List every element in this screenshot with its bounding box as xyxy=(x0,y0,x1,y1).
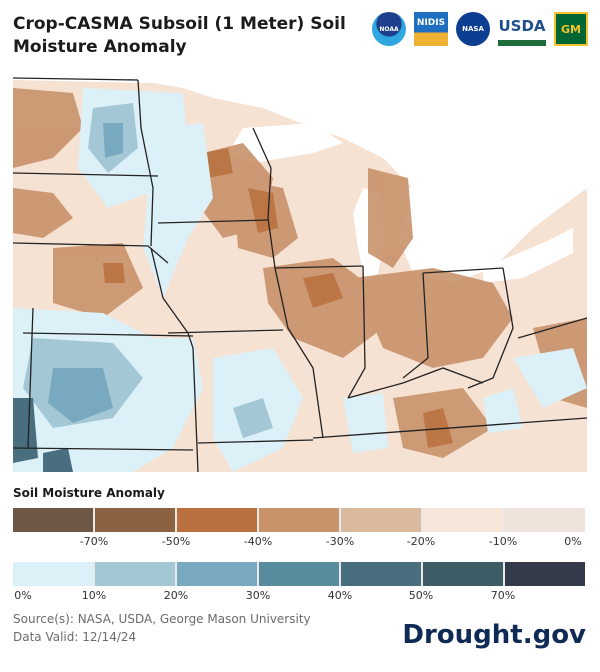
wet-bin-1 xyxy=(13,562,95,586)
wet-tick: 0% xyxy=(14,589,32,602)
dry-bin-5 xyxy=(341,508,423,532)
dry-tick: 0% xyxy=(564,535,582,548)
nidis-logo: NIDIS xyxy=(414,12,448,46)
wet-bin-3 xyxy=(177,562,259,586)
partner-logos: NOAA NIDIS NASA USDA GM xyxy=(372,12,588,46)
dry-tick: -30% xyxy=(325,535,355,548)
nidis-logo-label: NIDIS xyxy=(416,18,446,28)
wet-tick: 70% xyxy=(490,589,516,602)
wet-tick: 30% xyxy=(245,589,271,602)
dry-bin-2 xyxy=(95,508,177,532)
dry-bin-3 xyxy=(177,508,259,532)
dry-tick: -20% xyxy=(406,535,436,548)
source-text: Source(s): NASA, USDA, George Mason Univ… xyxy=(13,612,311,626)
wet-tick-labels: 0% 10% 20% 30% 40% 50% 70% xyxy=(13,589,585,605)
nasa-logo: NASA xyxy=(456,12,490,46)
noaa-logo-label: NOAA xyxy=(379,25,399,33)
dry-bin-6 xyxy=(423,508,505,532)
dry-bin-1 xyxy=(13,508,95,532)
wet-tick: 50% xyxy=(408,589,434,602)
dry-bin-7 xyxy=(505,508,585,532)
dry-tick: -50% xyxy=(161,535,191,548)
wet-bin-2 xyxy=(95,562,177,586)
data-valid-text: Data Valid: 12/14/24 xyxy=(13,630,137,644)
dry-tick-labels: -70% -50% -40% -30% -20% -10% 0% xyxy=(13,535,585,551)
usda-logo-label: USDA xyxy=(498,17,546,35)
source-info: Source(s): NASA, USDA, George Mason Univ… xyxy=(13,610,311,646)
dry-color-bar xyxy=(13,508,585,532)
gmu-logo-label: GM xyxy=(561,22,581,36)
noaa-logo: NOAA xyxy=(372,12,406,46)
wet-tick: 20% xyxy=(163,589,189,602)
dry-tick: -40% xyxy=(243,535,273,548)
nasa-logo-label: NASA xyxy=(462,25,484,33)
wet-bin-7 xyxy=(505,562,585,586)
usda-logo: USDA xyxy=(498,12,546,46)
wet-bin-6 xyxy=(423,562,505,586)
gmu-logo: GM xyxy=(554,12,588,46)
dry-tick: -10% xyxy=(488,535,518,548)
legend-title: Soil Moisture Anomaly xyxy=(13,486,165,500)
wet-bin-4 xyxy=(259,562,341,586)
dry-tick: -70% xyxy=(79,535,109,548)
wet-bin-5 xyxy=(341,562,423,586)
wet-tick: 10% xyxy=(81,589,107,602)
soil-moisture-map xyxy=(13,68,587,472)
page-title: Crop-CASMA Subsoil (1 Meter) Soil Moistu… xyxy=(13,14,346,57)
wet-color-bar xyxy=(13,562,585,586)
wet-tick: 40% xyxy=(327,589,353,602)
dry-bin-4 xyxy=(259,508,341,532)
drought-gov-brand: Drought.gov xyxy=(402,620,586,650)
